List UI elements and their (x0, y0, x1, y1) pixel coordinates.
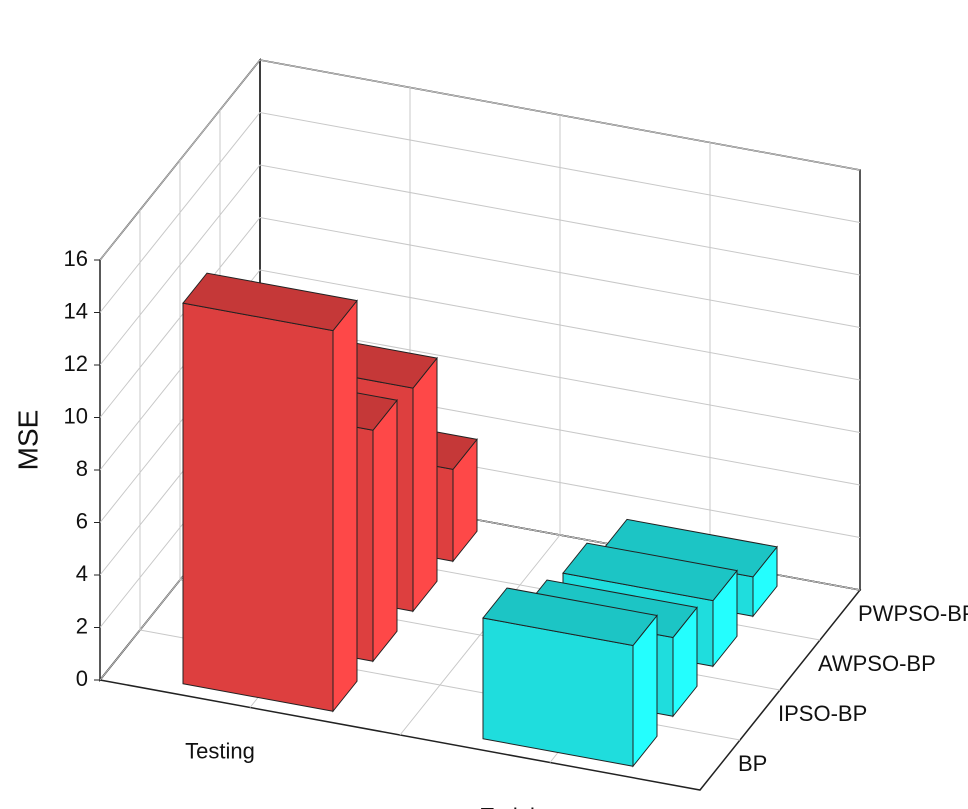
x-tick-label: Training (481, 803, 560, 809)
bar-side (412, 356, 438, 613)
x-tick-label: Testing (185, 738, 255, 763)
bar-top (182, 272, 358, 332)
bar-top (562, 542, 738, 602)
depth-tick-label: IPSO-BP (778, 701, 867, 726)
y-tick-label: 4 (76, 561, 88, 586)
y-tick-label: 8 (76, 456, 88, 481)
y-tick-label: 16 (64, 246, 88, 271)
y-tick-label: 6 (76, 508, 88, 533)
y-tick-label: 14 (64, 298, 88, 323)
grid-line (99, 269, 861, 471)
grid-line (99, 59, 861, 261)
y-tick-label: 0 (76, 666, 88, 691)
y-axis-label: MSE (12, 410, 43, 471)
depth-tick-label: PWPSO-BP (858, 601, 968, 626)
grid-line (99, 164, 861, 366)
bar-side (372, 398, 398, 663)
bar-top (482, 587, 658, 647)
depth-tick-label: BP (738, 751, 767, 776)
bar-side (332, 299, 358, 713)
y-tick-label: 12 (64, 351, 88, 376)
depth-tick-label: AWPSO-BP (818, 651, 936, 676)
grid-line (99, 216, 861, 418)
y-tick-label: 2 (76, 613, 88, 638)
y-tick-label: 10 (64, 403, 88, 428)
grid-line (99, 111, 861, 313)
bar-front (182, 302, 334, 712)
